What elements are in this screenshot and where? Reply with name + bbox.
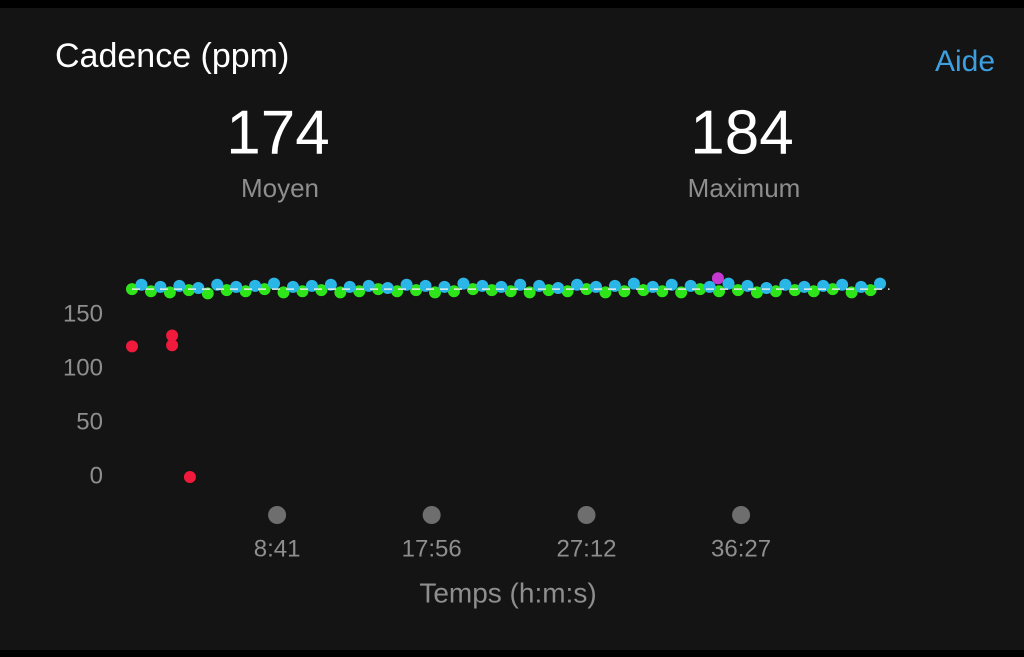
point [381,282,394,294]
point [589,280,602,293]
point [864,284,877,297]
point [182,284,195,297]
point [855,280,868,293]
title: Cadence (ppm) [55,37,289,75]
help-link[interactable]: Aide [935,45,995,78]
point [400,278,413,291]
point [732,284,744,297]
point [807,285,820,298]
point [713,285,726,298]
point [646,280,659,293]
point [438,280,451,293]
point [166,339,179,352]
point [166,329,179,342]
y-tick-label: 100 [63,354,103,381]
point [485,284,498,297]
point [627,277,640,290]
point [343,280,356,293]
x-tick-label: 8:41 [254,535,301,562]
point [173,279,186,292]
point [608,279,621,292]
point [126,340,138,353]
x-tick-label: 36:27 [711,535,771,562]
y-tick-label: 0 [90,462,103,489]
y-tick-label: 50 [76,408,103,435]
point [874,277,887,290]
point [201,287,214,300]
point [391,285,404,298]
point [362,279,375,292]
x-axis-title: Temps (h:m:s) [419,577,596,608]
point [239,285,252,298]
point [836,278,849,291]
point [514,278,527,291]
point [817,279,830,292]
point [769,285,782,298]
maximum-label: Maximum [688,173,801,203]
point [457,277,470,290]
x-tick-mark [732,506,751,524]
point [684,279,697,292]
point [552,282,565,294]
x-tick-label: 27:12 [556,535,616,562]
point [779,278,792,291]
point [183,471,196,483]
point [542,284,555,297]
average-label: Moyen [241,173,319,203]
x-tick-label: 17:56 [402,535,462,562]
point [656,285,669,298]
point [760,282,773,294]
x-tick-mark [422,506,441,524]
point [722,277,735,290]
card [0,8,1024,650]
point [571,278,584,291]
point [665,278,678,291]
point [305,279,318,292]
point [192,282,205,294]
point [268,277,281,290]
point [504,285,517,298]
point [324,278,337,291]
point [618,285,631,298]
average-value: 174 [226,98,329,167]
point [135,278,148,291]
point [476,279,489,292]
x-tick-mark [577,506,596,524]
point [144,285,157,298]
point [286,280,299,293]
point [154,280,167,293]
point [703,280,716,293]
point [447,285,460,298]
point [220,284,233,297]
point [561,285,574,298]
point [741,279,754,292]
point [694,283,707,296]
point [533,279,546,292]
point [211,278,224,291]
point [410,284,423,297]
point [798,280,811,293]
point [315,284,328,297]
point [249,279,262,292]
point [637,284,650,297]
point [372,283,385,296]
point [711,272,724,285]
point [495,280,508,293]
point [419,279,432,292]
point [230,280,243,293]
point [296,285,309,298]
maximum-value: 184 [690,98,793,167]
point [788,284,801,297]
x-tick-mark [268,506,287,524]
y-tick-label: 150 [63,300,103,327]
point [353,285,366,298]
